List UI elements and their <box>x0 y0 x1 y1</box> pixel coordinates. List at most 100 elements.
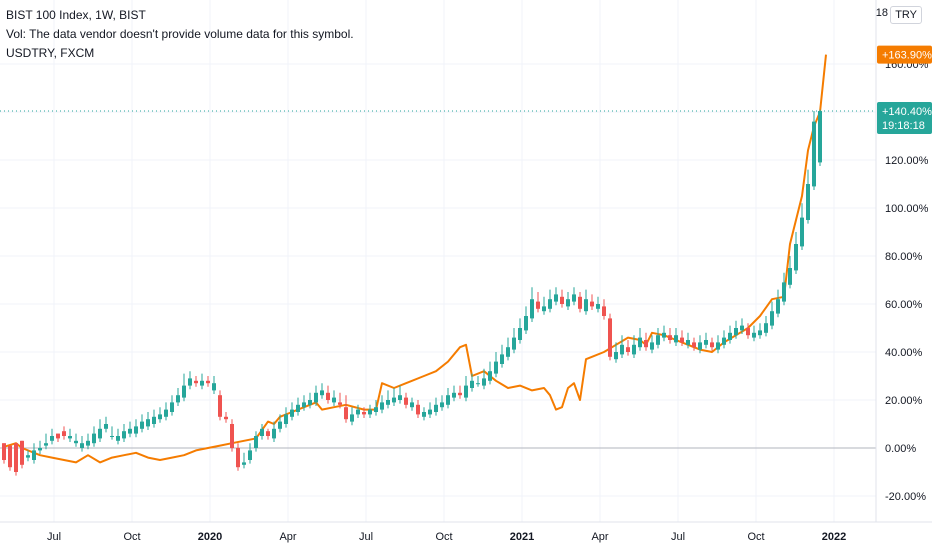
candle-body-up <box>98 428 102 439</box>
candle-body-up <box>542 306 546 312</box>
candle-body-down <box>326 392 330 400</box>
candle <box>158 407 162 423</box>
candle <box>548 289 552 313</box>
candle <box>146 412 150 430</box>
candle-body-down <box>230 424 234 448</box>
candle-body-up <box>488 371 492 381</box>
candle <box>2 443 6 464</box>
x-tick-label: Oct <box>747 531 764 543</box>
y-tick-label: 20.00% <box>885 395 923 407</box>
candle <box>116 428 120 445</box>
candle-body-up <box>170 402 174 412</box>
candle-body-down <box>62 431 66 436</box>
candle-body-down <box>692 342 696 348</box>
candle-body-up <box>800 217 804 247</box>
candle-body-up <box>722 337 726 345</box>
candle <box>536 292 540 313</box>
x-tick-label: 2020 <box>198 531 222 543</box>
candle-body-up <box>188 378 192 386</box>
candle-body-down <box>680 337 684 343</box>
candle <box>404 392 408 409</box>
candle <box>452 385 456 402</box>
candle-body-up <box>500 354 504 364</box>
candle-body-down <box>236 448 240 468</box>
candle-body-up <box>116 436 120 441</box>
candle <box>638 328 642 351</box>
candle-body-up <box>782 282 786 302</box>
currency-button[interactable]: TRY <box>890 6 922 24</box>
candle-body-up <box>68 436 72 439</box>
candle-body-down <box>626 347 630 352</box>
candle-body-up <box>440 402 444 408</box>
candle-body-up <box>410 402 414 408</box>
candle <box>764 316 768 337</box>
candle-body-up <box>704 340 708 345</box>
candle <box>464 376 468 402</box>
candle <box>110 426 114 440</box>
candle <box>32 443 36 464</box>
candle-body-up <box>422 412 426 417</box>
candle <box>92 426 96 447</box>
legend-main-symbol[interactable]: BIST 100 Index, 1W, BIST <box>6 8 146 22</box>
candle-body-up <box>284 414 288 424</box>
candle <box>590 294 594 310</box>
candle-body-up <box>392 397 396 403</box>
candle-body-up <box>632 344 636 355</box>
candle-body-down <box>560 296 564 304</box>
candle-body-up <box>638 337 642 348</box>
candle-body-down <box>338 402 342 405</box>
candle <box>572 287 576 306</box>
candle <box>68 428 72 442</box>
candle-body-up <box>566 299 570 307</box>
candle-body-down <box>590 301 594 307</box>
candle-body-up <box>548 299 552 309</box>
candle <box>236 443 240 471</box>
candle-body-up <box>302 402 306 408</box>
candle <box>662 325 666 342</box>
candle <box>818 109 822 166</box>
candle-body-up <box>470 380 474 388</box>
compare-value-tag <box>877 45 932 64</box>
candle-body-down <box>746 328 750 336</box>
candle-body-up <box>182 385 186 398</box>
compare-value-label: +163.90% <box>882 50 932 62</box>
candle-body-up <box>290 409 294 417</box>
candle <box>368 404 372 418</box>
candle <box>422 407 426 421</box>
candle <box>626 340 630 356</box>
candle-body-up <box>104 424 108 429</box>
candle <box>62 426 66 440</box>
candle-body-up <box>776 299 780 314</box>
candle-body-up <box>716 342 720 350</box>
candle-body-up <box>434 404 438 412</box>
candle <box>98 419 102 442</box>
candle-body-up <box>128 428 132 434</box>
candle <box>416 400 420 418</box>
candle <box>440 395 444 411</box>
time-axis[interactable]: Jul Oct 2020 Apr Jul Oct 2021 Apr Jul Oct 2022 <box>0 521 932 543</box>
candle-body-up <box>686 340 690 345</box>
candle-body-up <box>86 440 90 446</box>
candle <box>704 332 708 349</box>
candle <box>470 373 474 392</box>
candle <box>494 352 498 378</box>
candle <box>278 414 282 433</box>
candle-body-up <box>524 316 528 331</box>
candle-body-up <box>44 443 48 446</box>
legend-compare-symbol[interactable]: USDTRY, FXCM <box>6 46 95 60</box>
candle <box>356 404 360 418</box>
price-axis[interactable]: -20.00% 0.00% 20.00% 40.00% 60.00% 80.00% 100.… <box>875 0 929 522</box>
legend: BIST 100 Index, 1W, BIST Vol: The data v… <box>6 6 354 63</box>
candle <box>176 388 180 406</box>
candle-body-up <box>572 294 576 302</box>
candle <box>272 421 276 442</box>
candles <box>2 109 822 476</box>
candle-body-up <box>554 294 558 302</box>
candle-body-down <box>56 433 60 439</box>
candle-body-up <box>176 395 180 403</box>
candle-body-up <box>752 332 756 338</box>
candle-body-down <box>416 404 420 415</box>
candle-body-up <box>818 111 822 163</box>
